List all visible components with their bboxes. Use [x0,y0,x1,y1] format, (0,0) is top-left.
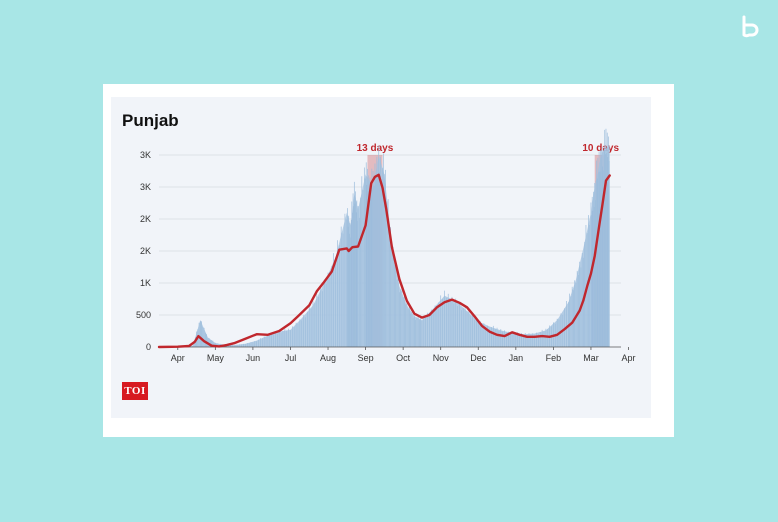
x-tick-label: Feb [546,353,562,363]
chart-title: Punjab [122,111,179,130]
annotation-label: 13 days [357,143,394,154]
x-tick-label: Oct [396,353,411,363]
chart-plot: 0 500 1K 2K 2K 3K 3K 13 days 10 days Apr May Jun Jul… [136,128,636,363]
x-tick-label: Mar [583,353,599,363]
x-tick-label: Apr [171,353,185,363]
x-tick-label: Dec [470,353,487,363]
y-tick-label: 3K [140,182,151,192]
y-tick-label: 2K [140,246,151,256]
toi-logo: TOI [122,382,148,400]
x-tick-label: Jul [285,353,297,363]
y-tick-label: 500 [136,310,151,320]
x-tick-label: Nov [433,353,450,363]
x-tick-label: Apr [622,353,636,363]
y-tick-label: 0 [146,342,151,352]
x-tick-label: Jun [246,353,261,363]
average-line [157,173,611,349]
y-tick-label: 2K [140,214,151,224]
b-logo-icon [742,15,759,38]
y-tick-label: 3K [140,150,151,160]
x-tick-label: Sep [358,353,374,363]
x-tick-label: Aug [320,353,336,363]
y-tick-label: 1K [140,278,151,288]
x-tick-label: Jan [509,353,524,363]
x-tick-label: May [207,353,225,363]
chart-panel: Punjab 0 500 1K 2K 2K 3K 3K 13 days 10 days Apr Ma… [111,97,651,418]
chart-card: Punjab 0 500 1K 2K 2K 3K 3K 13 days 10 days Apr Ma… [103,84,674,437]
annotation-label: 10 days [582,143,619,154]
